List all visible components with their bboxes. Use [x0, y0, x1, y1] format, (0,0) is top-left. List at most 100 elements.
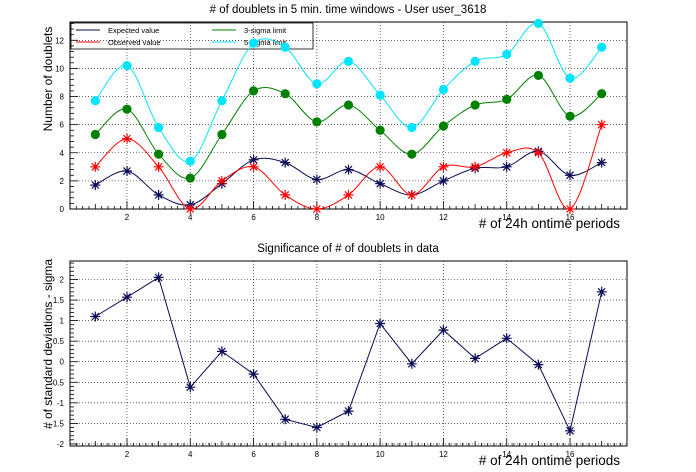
significance-point: [596, 286, 607, 297]
significance-point: [343, 406, 354, 417]
5-sigma-limit-point: [185, 156, 195, 166]
5-sigma-limit-point: [312, 79, 322, 89]
legend-label: 5-sigma limit: [244, 38, 287, 47]
x-tick-label: 14: [502, 450, 511, 459]
x-tick-label: 2: [125, 213, 130, 222]
y-tick-label: 2: [60, 276, 65, 285]
expected-value-point: [596, 157, 607, 168]
legend-label: Observed value: [108, 38, 161, 47]
x-tick-label: 6: [251, 213, 256, 222]
bottom-x-axis-label: # of 24h ontime periods: [479, 453, 620, 468]
3-sigma-limit-point: [90, 129, 100, 140]
y-tick-label: 12: [55, 36, 64, 45]
5-sigma-limit-point: [565, 73, 575, 83]
x-tick-label: 6: [251, 450, 256, 459]
y-tick-label: -0.5: [50, 378, 64, 387]
observed-value-point: [501, 147, 512, 158]
significance-point: [216, 346, 227, 357]
3-sigma-limit-point: [122, 104, 132, 114]
significance-point: [375, 318, 386, 329]
3-sigma-limit-point: [438, 121, 449, 131]
observed-value-point: [122, 133, 132, 144]
y-tick-label: 0: [60, 205, 65, 214]
significance-point: [565, 425, 575, 436]
3-sigma-limit-point: [343, 100, 354, 110]
3-sigma-limit-point: [248, 86, 259, 96]
significance-point: [533, 359, 544, 370]
3-sigma-limit-point: [565, 111, 575, 121]
significance-point: [122, 292, 132, 303]
plot-frame: [69, 21, 628, 210]
bottom-y-axis-label: # of standard deviations - sigma: [41, 259, 55, 429]
3-sigma-limit-line: [94, 74, 603, 179]
5-sigma-limit-point: [407, 122, 417, 133]
observed-value-point: [311, 204, 322, 214]
panel-significance: Significance of # of doublets in data # …: [41, 243, 628, 468]
observed-value-point: [248, 161, 259, 172]
expected-value-point: [122, 166, 132, 176]
significance-point: [248, 369, 259, 380]
observed-value-point: [533, 147, 544, 158]
y-tick-label: 1.5: [53, 296, 65, 305]
y-tick-label: 10: [55, 64, 64, 73]
top-x-axis-label: # of 24h ontime periods: [479, 216, 620, 231]
5-sigma-limit-point: [90, 96, 100, 106]
y-tick-label: 0: [60, 358, 65, 367]
3-sigma-limit-point: [533, 70, 543, 81]
y-tick-label: -1: [57, 399, 65, 408]
3-sigma-limit-point: [217, 129, 227, 140]
top-y-axis-label: Number of doublets: [41, 27, 55, 132]
x-tick-label: 8: [315, 213, 320, 222]
observed-value-point: [90, 161, 101, 172]
3-sigma-limit-point: [470, 100, 480, 110]
expected-value-point: [280, 157, 291, 168]
expected-value-point: [438, 175, 449, 186]
3-sigma-limit-point: [407, 149, 417, 159]
y-tick-label: 1: [60, 317, 65, 326]
x-tick-label: 16: [566, 450, 575, 459]
expected-value-point: [153, 189, 164, 200]
y-tick-label: 4: [60, 149, 65, 158]
5-sigma-limit-point: [438, 84, 449, 95]
legend-label: 3-sigma limit: [244, 26, 287, 35]
5-sigma-limit-point: [375, 90, 385, 100]
5-sigma-limit-point: [470, 56, 480, 66]
x-tick-label: 10: [376, 450, 385, 459]
significance-point: [470, 353, 481, 364]
observed-value-point: [153, 161, 164, 172]
5-sigma-limit-point: [502, 49, 512, 59]
panel-doublets: # of doublets in 5 min. time windows - U…: [41, 4, 628, 231]
observed-value-point: [185, 204, 196, 214]
3-sigma-limit-point: [185, 173, 195, 183]
y-tick-label: -2: [57, 440, 65, 449]
expected-value-point: [90, 180, 101, 191]
3-sigma-limit-point: [280, 89, 290, 99]
5-sigma-limit-point: [217, 96, 227, 106]
significance-point: [280, 414, 291, 425]
x-tick-label: 4: [188, 450, 193, 459]
observed-value-point: [438, 161, 449, 172]
observed-value-point: [565, 204, 575, 214]
expected-value-point: [343, 164, 354, 175]
x-tick-label: 10: [376, 213, 385, 222]
legend-box: [70, 22, 314, 50]
significance-point: [311, 422, 322, 433]
5-sigma-limit-point: [248, 38, 259, 48]
top-chart-title: # of doublets in 5 min. time windows - U…: [210, 4, 487, 16]
legend-label: Expected value: [108, 26, 159, 35]
expected-value-point: [311, 174, 322, 185]
3-sigma-limit-point: [154, 149, 164, 159]
3-sigma-limit-point: [502, 94, 512, 104]
y-tick-label: -1.5: [50, 419, 64, 428]
x-tick-label: 16: [566, 213, 575, 222]
bottom-chart-title: Significance of # of doublets in data: [257, 243, 439, 255]
y-tick-label: 2: [60, 177, 65, 186]
observed-value-point: [343, 189, 354, 200]
significance-point: [438, 325, 449, 336]
observed-value-point: [470, 161, 481, 172]
y-tick-label: 0.5: [53, 337, 65, 346]
5-sigma-limit-point: [343, 56, 354, 66]
3-sigma-limit-point: [375, 125, 385, 135]
significance-point: [501, 333, 512, 344]
